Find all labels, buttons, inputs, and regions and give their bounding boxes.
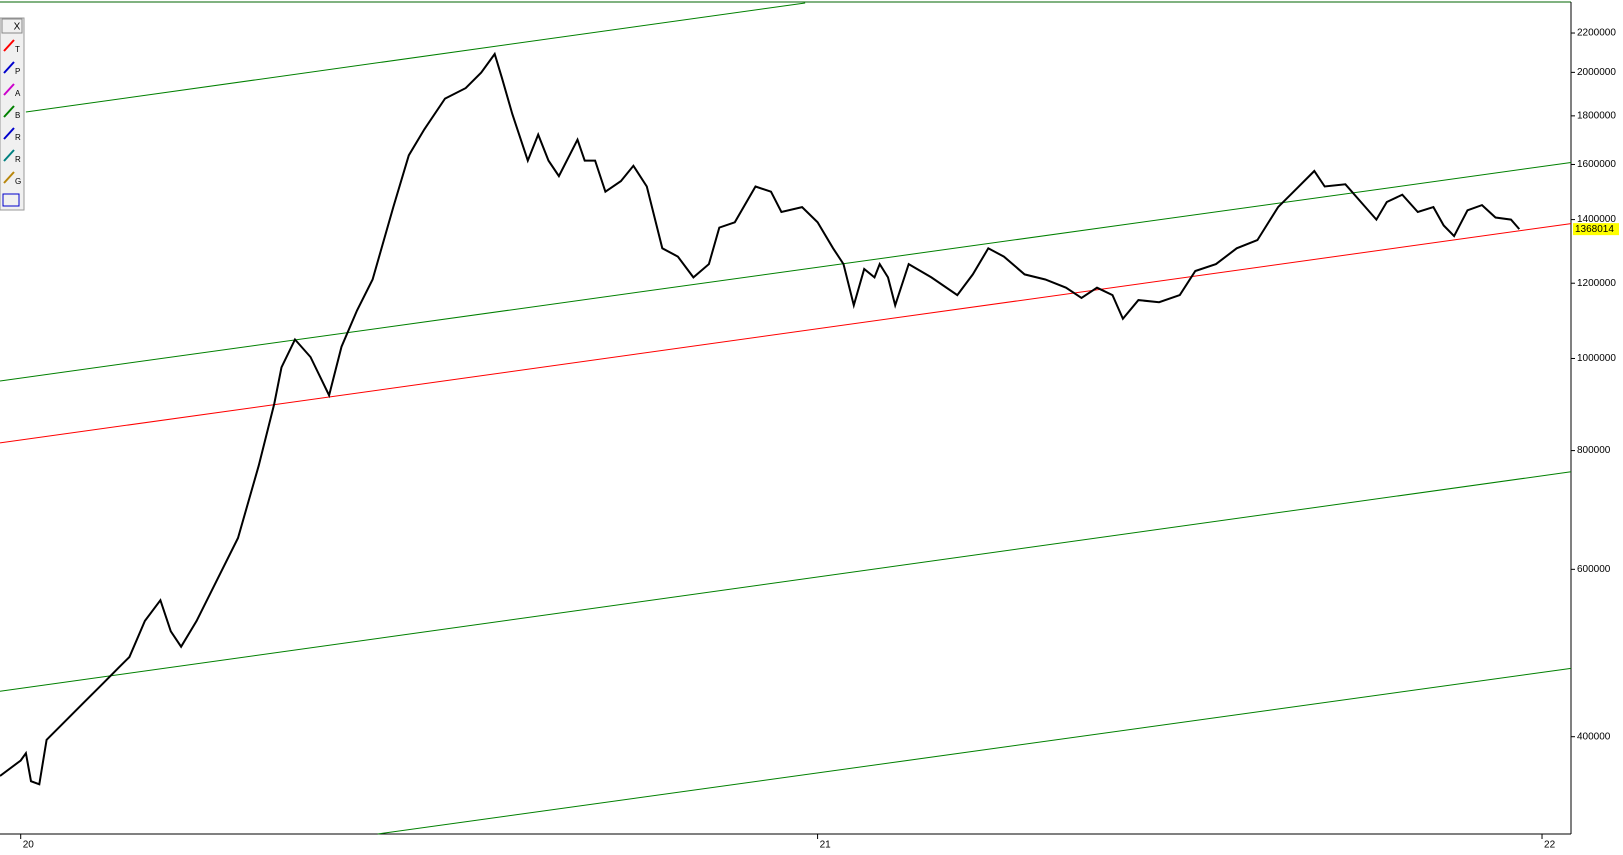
tool-grid-icon (2, 193, 20, 207)
x-tick-label: 22 (1544, 840, 1556, 851)
toolbar-close[interactable] (1, 18, 23, 34)
x-tick-label: 21 (820, 840, 832, 851)
toolbar-close-label: X (14, 22, 21, 33)
price-line (0, 51, 1521, 786)
tool-icon (3, 83, 15, 96)
y-tick-label: 1800000 (1577, 110, 1616, 121)
tool-icon (3, 61, 15, 74)
tool-icon (3, 127, 15, 140)
tool-label: A (15, 89, 21, 98)
tool-label: G (15, 177, 21, 186)
tool-icon (3, 105, 15, 118)
y-tick-label: 400000 (1577, 731, 1611, 742)
tool-label: T (15, 45, 20, 54)
y-tick-label: 1200000 (1577, 278, 1616, 289)
tool-icon (3, 171, 15, 184)
tool-label: P (15, 67, 20, 76)
y-tick-label: 1600000 (1577, 159, 1616, 170)
y-tick-label: 1000000 (1577, 353, 1616, 364)
y-tick-label: 1400000 (1577, 214, 1616, 225)
trend-line (0, 471, 1572, 692)
y-tick-label: 2200000 (1577, 28, 1616, 39)
tool-label: R (15, 133, 21, 142)
y-tick-label: 800000 (1577, 445, 1611, 456)
trend-line (0, 162, 1572, 382)
trend-line (0, 223, 1572, 444)
last-price-label: 1368014 (1575, 224, 1614, 235)
x-tick-label: 20 (23, 840, 35, 851)
y-tick-label: 600000 (1577, 564, 1611, 575)
tool-icon (3, 149, 15, 162)
y-tick-label: 2000000 (1577, 67, 1616, 78)
tool-label: R (15, 155, 21, 164)
tool-label: B (15, 111, 20, 120)
last-price-tag (1573, 223, 1619, 236)
trend-line (377, 667, 1572, 835)
trend-line (25, 2, 806, 113)
tool-icon (3, 39, 15, 52)
